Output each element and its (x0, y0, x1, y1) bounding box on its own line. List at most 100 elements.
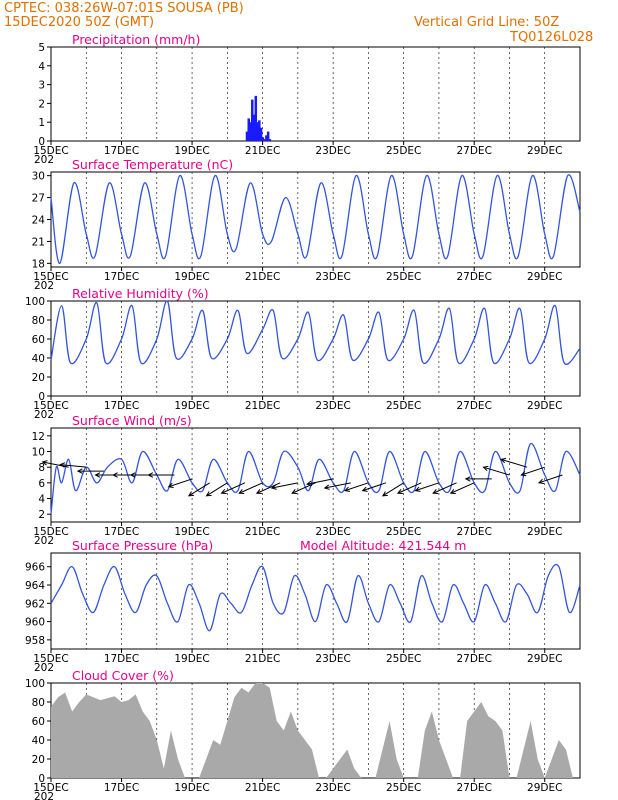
wind-vector-head (129, 472, 136, 478)
precip-bar (266, 131, 270, 141)
precip-bar (258, 120, 261, 141)
wind-vector (60, 464, 87, 468)
x-tick-label: 19DEC (174, 526, 209, 538)
wind-vector-head (94, 472, 101, 478)
panel-title: Surface Wind (m/s) (72, 413, 192, 428)
x-tick-label: 17DEC (104, 271, 139, 283)
x-tick-label: 21DEC (245, 400, 280, 412)
x-tick-label: 25DEC (386, 145, 421, 157)
wind-vector-head (306, 480, 313, 486)
wind-vector-head (220, 489, 227, 494)
wind-vector-head (396, 489, 403, 494)
wind-vector (521, 466, 545, 476)
wind-vector-head (291, 489, 298, 494)
panel-title: Cloud Cover (%) (72, 668, 174, 683)
panel-title: Precipitation (mm/h) (72, 32, 200, 47)
y-tick-label: 4 (38, 494, 45, 506)
panel-title: Relative Humidity (%) (72, 286, 209, 301)
y-tick-label: 5 (38, 42, 45, 54)
wind-vector (188, 482, 210, 497)
x-tick-label: 19DEC (174, 271, 209, 283)
x-tick-label: 21DEC (245, 653, 280, 665)
x-year-fragment: 202 (34, 409, 54, 421)
wind-vector (397, 482, 422, 494)
wind-vector (238, 482, 263, 494)
wind-vector-head (482, 465, 489, 472)
header-model-id: TQ0126L028 (509, 30, 593, 45)
wind-vector (362, 482, 387, 492)
wind-vector-head (147, 472, 154, 478)
x-tick-label: 17DEC (104, 145, 139, 157)
y-tick-label: 1 (38, 117, 45, 129)
wind-vector-head (59, 462, 66, 468)
y-tick-label: 24 (32, 215, 46, 227)
x-tick-label: 27DEC (456, 526, 491, 538)
y-tick-label: 964 (25, 580, 45, 592)
wind-vector (483, 466, 510, 476)
wind-vector-head (361, 486, 368, 492)
x-tick-label: 29DEC (527, 400, 562, 412)
series-line (50, 300, 581, 365)
precip-bar (263, 139, 266, 141)
x-year-fragment: 202 (34, 791, 54, 800)
panel-1: Precipitation (mm/h) 0 1 2 3 4 5 15DEC 17DEC 19DE… (33, 32, 581, 166)
panel-frame (50, 552, 581, 650)
header-run-date: 15DEC2020 50Z (GMT) (4, 15, 154, 30)
x-tick-label: 25DEC (386, 526, 421, 538)
y-tick-label: 0 (38, 773, 45, 785)
x-tick-label: 23DEC (315, 400, 350, 412)
y-tick-label: 20 (32, 372, 45, 384)
wind-vector (256, 482, 281, 494)
x-tick-label: 17DEC (104, 782, 139, 794)
y-tick-label: 60 (32, 716, 45, 728)
y-tick-label: 958 (25, 635, 45, 647)
y-tick-label: 10 (32, 447, 45, 459)
precip-bar (268, 139, 272, 141)
x-tick-label: 25DEC (386, 653, 421, 665)
series-line (50, 174, 581, 265)
y-tick-label: 4 (38, 61, 45, 73)
y-tick-label: 40 (32, 735, 45, 747)
x-tick-label: 17DEC (104, 653, 139, 665)
wind-vector (432, 482, 457, 494)
panel-5: Surface Pressure (hPa) Model Altitude: 42… (25, 538, 581, 674)
x-tick-label: 25DEC (386, 271, 421, 283)
x-tick-label: 21DEC (245, 271, 280, 283)
y-tick-label: 962 (25, 598, 45, 610)
y-tick-label: 100 (25, 678, 45, 690)
y-tick-label: 2 (38, 509, 45, 521)
panel-3: Relative Humidity (%) 0 20 40 60 80 100 15DEC 17… (25, 286, 581, 421)
header-grid-line: Vertical Grid Line: 50Z (414, 15, 559, 30)
x-tick-label: 19DEC (174, 400, 209, 412)
x-year-fragment: 202 (34, 662, 54, 674)
precip-bar (265, 135, 268, 141)
x-tick-label: 23DEC (315, 782, 350, 794)
wind-vector-head (381, 491, 388, 497)
wind-vector-head (41, 460, 48, 466)
panel-2: Surface Temperature (nC) 18 21 24 27 30 15DEC 1… (32, 157, 581, 292)
panel-title: Surface Pressure (hPa) (72, 538, 213, 553)
x-year-fragment: 202 (34, 280, 54, 292)
wind-vector-head (343, 486, 351, 492)
precip-bar (259, 127, 263, 141)
cloud-area (51, 683, 580, 778)
x-tick-label: 27DEC (456, 400, 491, 412)
precip-bar (245, 131, 249, 141)
y-tick-label: 3 (38, 80, 45, 92)
x-tick-label: 15DEC (33, 400, 68, 412)
wind-vector-head (238, 489, 245, 494)
wind-vector-head (323, 484, 330, 490)
x-tick-label: 23DEC (315, 271, 350, 283)
x-tick-label: 15DEC (33, 145, 68, 157)
x-tick-label: 23DEC (315, 526, 350, 538)
x-tick-label: 15DEC (33, 271, 68, 283)
wind-vector (42, 461, 69, 468)
x-tick-label: 27DEC (456, 782, 491, 794)
panel-frame (50, 300, 581, 397)
wind-vector-head (76, 468, 83, 474)
y-tick-label: 0 (38, 136, 45, 148)
y-tick-label: 0 (38, 391, 45, 403)
wind-vector-head (449, 489, 456, 494)
wind-vector-head (167, 482, 174, 488)
y-tick-label: 60 (32, 334, 45, 346)
